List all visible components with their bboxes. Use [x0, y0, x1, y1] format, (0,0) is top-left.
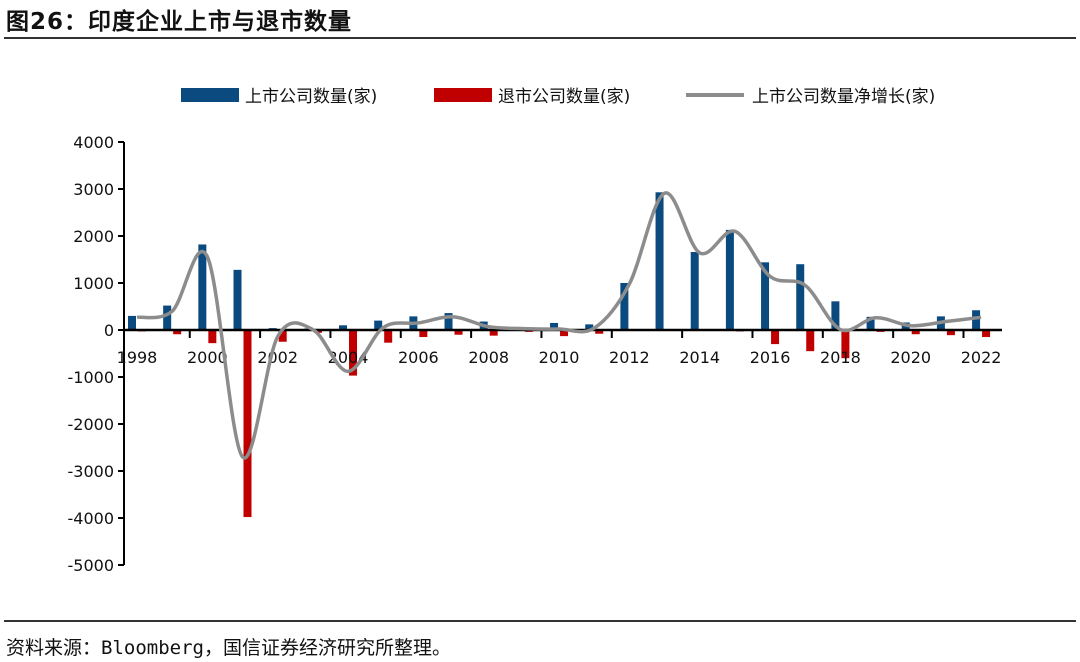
y-tick-label: 1000: [73, 274, 114, 293]
bar-delisted: [560, 330, 569, 337]
bar-delisted: [595, 330, 604, 334]
bar-delisted: [243, 330, 252, 518]
x-tick-label: 2002: [257, 348, 298, 367]
x-tick-label: 2018: [820, 348, 861, 367]
bar-listed: [796, 264, 805, 330]
net-growth-line: [136, 191, 982, 460]
bar-listed: [585, 324, 594, 330]
legend-swatch-delisted: [434, 88, 492, 102]
bar-delisted: [278, 330, 287, 342]
y-tick-label: -5000: [68, 556, 115, 575]
y-tick-label: -1000: [68, 368, 115, 387]
bar-listed: [690, 251, 699, 330]
legend-label-delisted: 退市公司数量(家): [498, 87, 630, 107]
bar-listed: [761, 262, 770, 330]
y-tick-label: 2000: [73, 227, 114, 246]
y-tick-label: 4000: [73, 133, 114, 152]
y-tick-label: 0: [104, 321, 114, 340]
bar-listed: [374, 320, 383, 330]
x-tick-label: 2016: [750, 348, 791, 367]
source-note: 资料来源：Bloomberg，国信证券经济研究所整理。: [6, 637, 451, 659]
bar-delisted: [911, 330, 920, 335]
bar-listed: [655, 192, 664, 330]
bar-delisted: [946, 330, 955, 336]
title-divider: [4, 37, 1076, 39]
bar-listed: [128, 315, 136, 330]
x-tick-label: 2014: [679, 348, 720, 367]
legend-label-net: 上市公司数量净增长(家): [752, 87, 935, 107]
footer-divider: [4, 620, 1076, 622]
bar-delisted: [489, 330, 498, 336]
bar-delisted: [419, 330, 428, 338]
y-tick-label: 3000: [73, 180, 114, 199]
x-tick-label: 2000: [187, 348, 228, 367]
x-tick-label: 2022: [961, 348, 1002, 367]
bar-listed: [233, 269, 242, 330]
bar-listed: [866, 316, 875, 330]
bar-delisted: [208, 330, 217, 344]
bar-listed: [725, 229, 734, 330]
bar-listed: [831, 301, 840, 330]
y-tick-label: -4000: [68, 509, 115, 528]
bar-delisted: [454, 330, 463, 335]
bar-delisted: [384, 330, 393, 343]
bar-delisted: [173, 330, 182, 335]
x-tick-label: 2020: [890, 348, 931, 367]
bar-listed: [550, 322, 559, 330]
bar-delisted: [806, 330, 815, 352]
y-axis: 4000 3000 2000 1000 0 -1000 -2000 -3000 -4000 -50…: [68, 133, 125, 575]
legend-label-listed: 上市公司数量(家): [245, 87, 377, 107]
bar-listed: [444, 313, 453, 330]
bar-listed: [972, 310, 981, 330]
bar-listed: [339, 325, 348, 330]
x-tick-label: 2010: [539, 348, 580, 367]
bar-listed: [163, 305, 172, 330]
x-tick-label: 2006: [398, 348, 439, 367]
bar-delisted: [771, 330, 780, 345]
y-tick-label: -3000: [68, 462, 115, 481]
chart-title: 图26：印度企业上市与退市数量: [6, 9, 353, 35]
chart-legend: 上市公司数量(家) 退市公司数量(家) 上市公司数量净增长(家): [181, 87, 935, 107]
x-tick-label: 2012: [609, 348, 650, 367]
bar-listed: [620, 283, 629, 330]
bar-delisted: [841, 330, 850, 359]
legend-swatch-listed: [181, 88, 239, 102]
bar-listed: [198, 244, 207, 330]
x-tick-label: 2008: [468, 348, 509, 367]
y-tick-label: -2000: [68, 415, 115, 434]
x-tick-label: 1998: [117, 348, 158, 367]
bar-delisted: [349, 330, 358, 376]
bar-delisted: [982, 330, 991, 338]
